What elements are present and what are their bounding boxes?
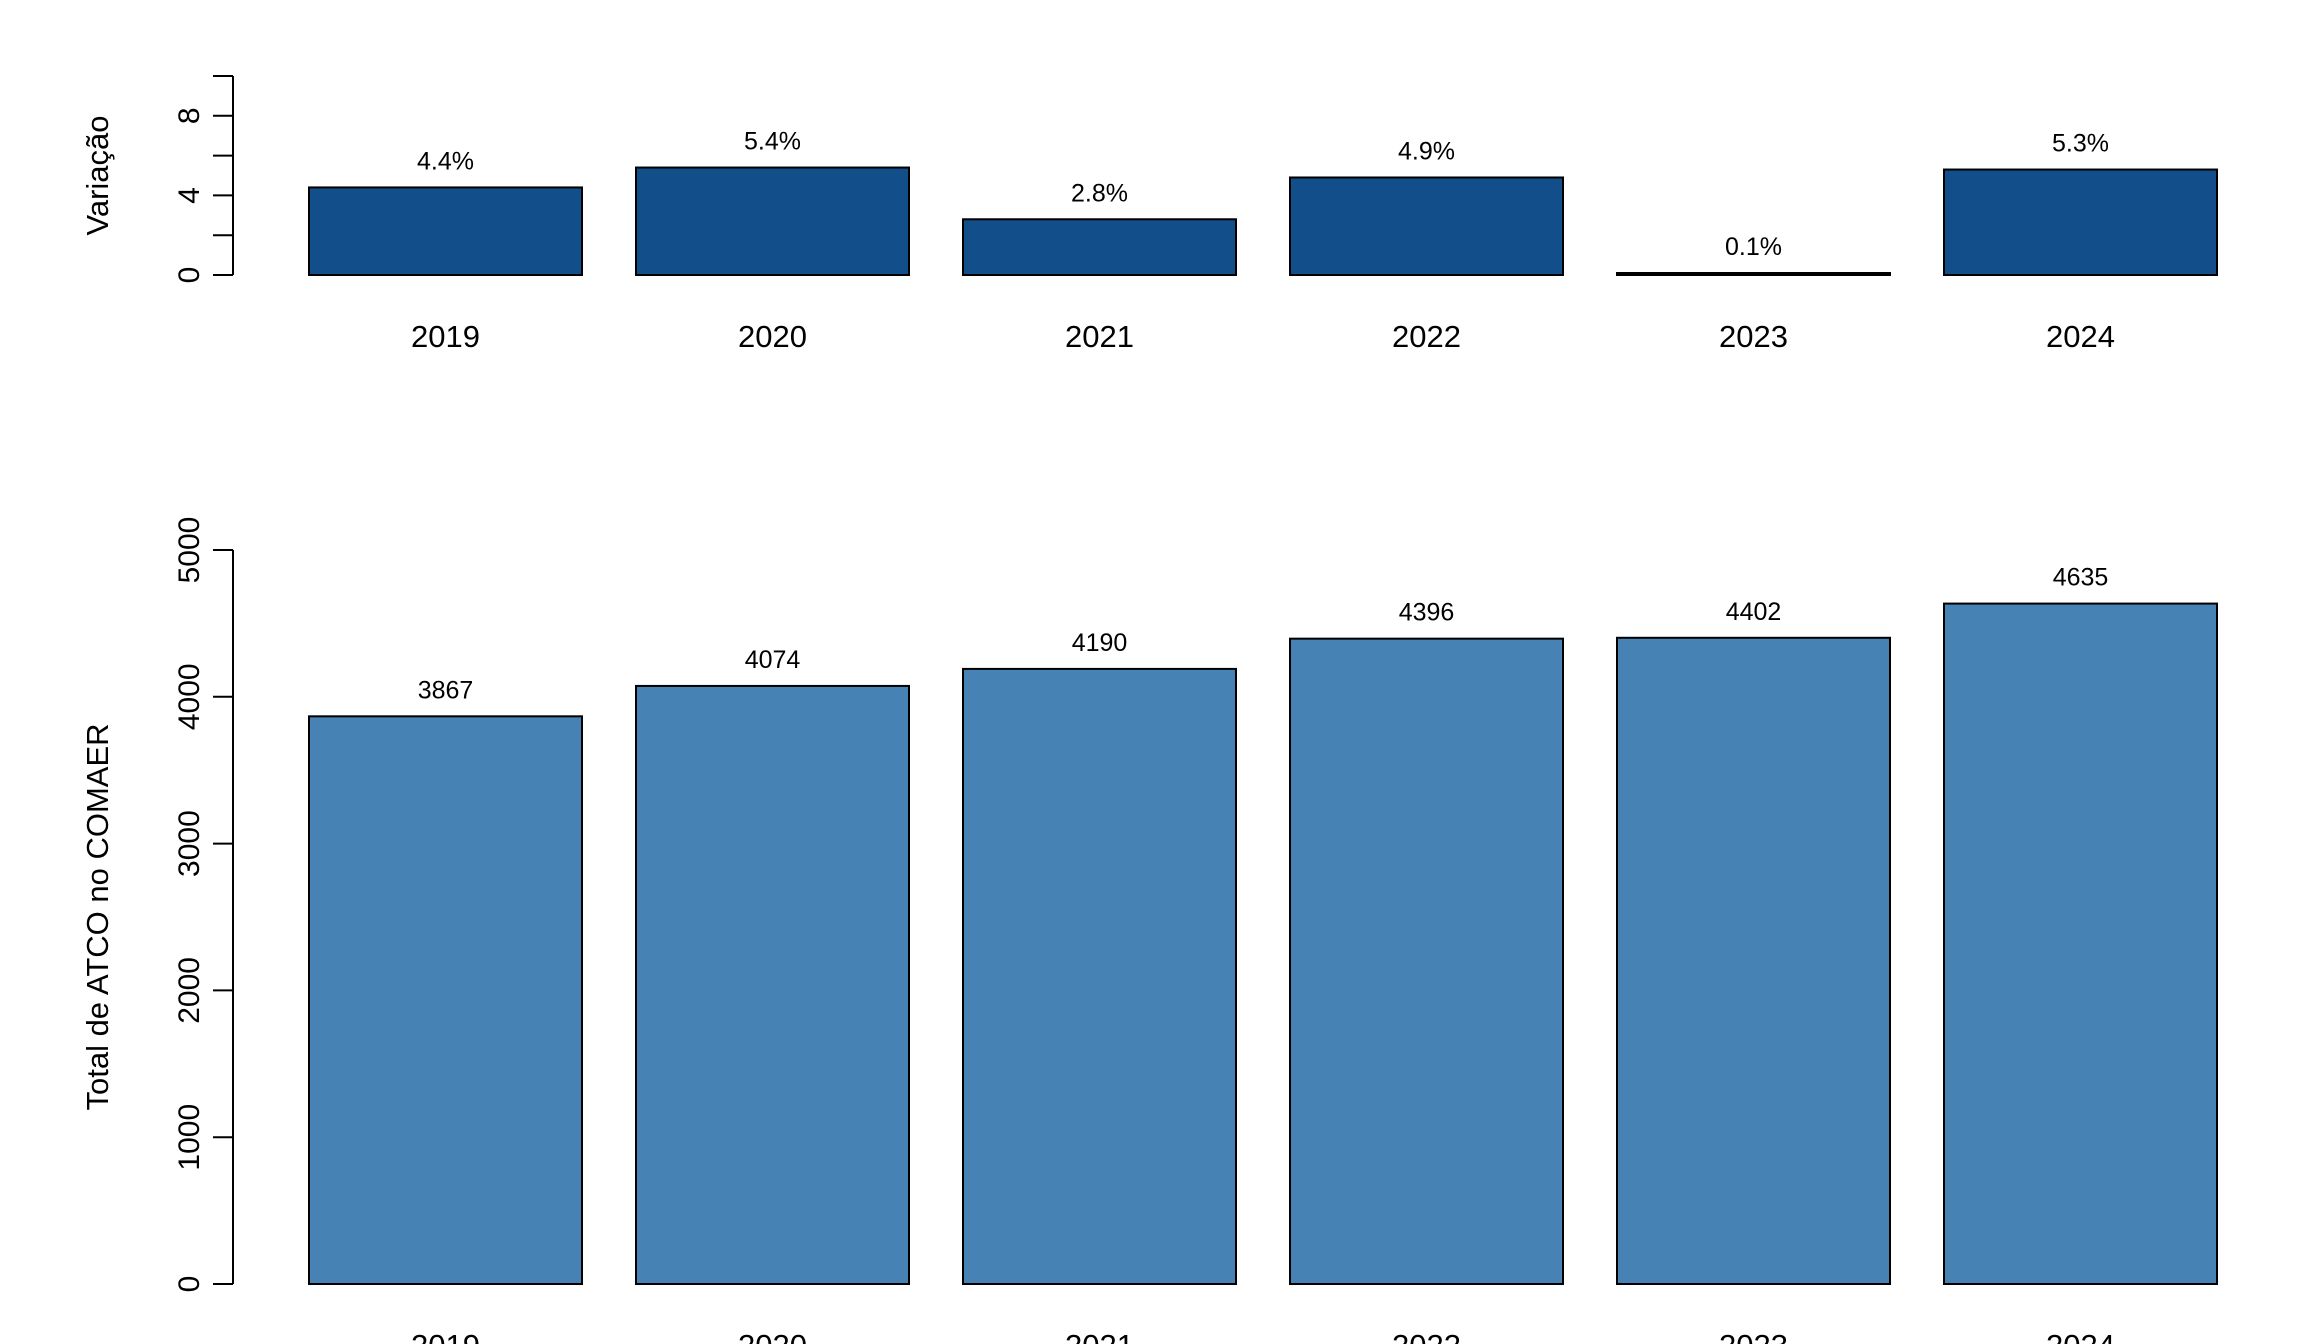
panel-1-y-tick-label: 0: [173, 267, 206, 284]
panel-2-category-label: 2021: [1065, 1328, 1134, 1344]
panel-1-bar: [962, 218, 1237, 276]
panel-2-data-label: 4402: [1726, 598, 1782, 626]
panel-1-y-tick-label: 8: [173, 107, 206, 124]
panel-2-bar: [1943, 602, 2218, 1285]
panel-1-category-label: 2021: [1065, 319, 1134, 354]
panel-2-y-axis-title: Total de ATCO no COMAER: [80, 723, 115, 1110]
panel-2-y-tick-label: 0: [173, 1276, 206, 1293]
panel-1-category-label: 2020: [738, 319, 807, 354]
panel-2-category-label: 2022: [1392, 1328, 1461, 1344]
panel-1-category-label: 2023: [1719, 319, 1788, 354]
panel-1-data-label: 0.1%: [1725, 233, 1782, 261]
panel-2-y-tick-label: 4000: [173, 663, 206, 730]
panel-1-bar: [1289, 176, 1564, 277]
panel-1-data-label: 5.4%: [744, 128, 801, 156]
panel-2-category-label: 2019: [411, 1328, 480, 1344]
panel-2-data-label: 4396: [1399, 599, 1455, 627]
panel-2-data-label: 3867: [418, 676, 474, 704]
panel-1-data-label: 5.3%: [2052, 130, 2109, 158]
panel-2-y-tick-label: 5000: [173, 517, 206, 584]
panel-1-y-axis-title: Variação: [80, 115, 115, 235]
panel-2-bar: [1616, 636, 1891, 1285]
panel-1-category-label: 2019: [411, 319, 480, 354]
panel-2-bar: [308, 715, 583, 1285]
panel-1-data-label: 2.8%: [1071, 179, 1128, 207]
panel-2-category-label: 2020: [738, 1328, 807, 1344]
panel-2-bar: [962, 667, 1237, 1285]
panel-1-bar: [635, 166, 910, 276]
panel-1-data-label: 4.4%: [417, 147, 474, 175]
panel-1-bar: [308, 186, 583, 276]
panel-2-data-label: 4635: [2053, 564, 2109, 592]
panel-1-category-label: 2022: [1392, 319, 1461, 354]
panel-1-bar: [1943, 168, 2218, 276]
panel-2-category-label: 2024: [2046, 1328, 2115, 1344]
panel-2-y-tick-label: 3000: [173, 810, 206, 877]
panel-1-data-label: 4.9%: [1398, 137, 1455, 165]
panel-1-y-tick-label: 4: [173, 187, 206, 204]
panel-2-y-tick-label: 1000: [173, 1104, 206, 1171]
panel-2-bar: [1289, 637, 1564, 1285]
panel-2-y-tick-label: 2000: [173, 957, 206, 1024]
panel-2-data-label: 4074: [745, 646, 801, 674]
panel-2-category-label: 2023: [1719, 1328, 1788, 1344]
panel-1-bar: [1616, 272, 1891, 277]
panel-2-bar: [635, 684, 910, 1285]
panel-2-data-label: 4190: [1072, 629, 1128, 657]
panel-1-category-label: 2024: [2046, 319, 2115, 354]
